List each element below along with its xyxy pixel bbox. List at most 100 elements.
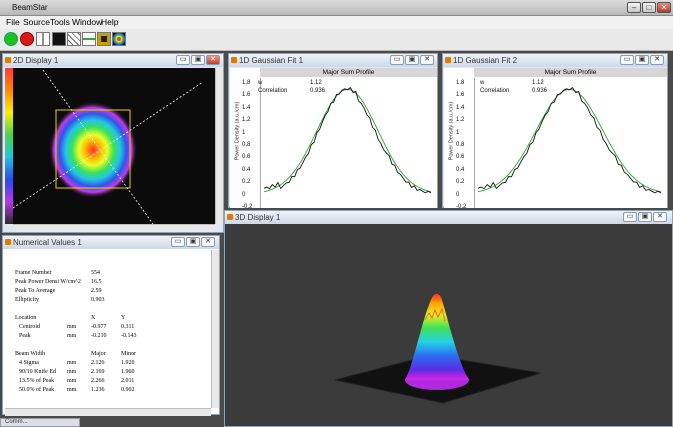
menu-source[interactable]: Source — [23, 17, 50, 27]
window-maximize-button[interactable]: ▣ — [638, 212, 652, 222]
sum-icon[interactable] — [82, 32, 96, 46]
table-row: Peak To Average 2.59 — [15, 288, 205, 297]
color-scale-bar — [5, 68, 13, 224]
cell-label: 50.0% of Peak — [19, 387, 55, 393]
gaussian-fit-curve — [477, 88, 662, 193]
window-titlebar[interactable]: 2D Display 1 ▭ ▣ ✕ — [3, 54, 223, 67]
vertical-scrollbar[interactable] — [211, 250, 219, 408]
window-minimize-button[interactable]: ▭ — [171, 237, 185, 247]
w-value: 1.12 — [310, 80, 322, 86]
minor-axis-line[interactable] — [13, 81, 204, 209]
window-maximize-button[interactable]: ▣ — [405, 55, 419, 65]
mdi-workspace: 2D Display 1 ▭ ▣ ✕ — [0, 51, 673, 427]
window-minimize-button[interactable]: ▭ — [623, 212, 637, 222]
menu-window[interactable]: Window — [72, 17, 103, 27]
table-row: Centroid mm -0.977 0.311 — [15, 324, 205, 333]
w-value: 1.12 — [532, 80, 544, 86]
black-square-icon[interactable] — [52, 32, 66, 46]
close-button[interactable]: ✕ — [657, 2, 671, 13]
cell-v1: 2.126 — [91, 360, 105, 366]
menu-help[interactable]: Help — [101, 17, 119, 27]
cell-unit: mm — [67, 360, 77, 366]
window-maximize-button[interactable]: ▣ — [191, 55, 205, 65]
cell-v1: -0.210 — [91, 333, 107, 339]
table-row: 90/10 Knife Ed mm 2.169 1.960 — [15, 369, 205, 378]
measured-profile-curve — [263, 86, 432, 194]
profile-plot: Major Sum Profile w 1.12 Correlation 0.9… — [230, 68, 437, 210]
cell-v1: 2.266 — [91, 378, 105, 384]
cell-label: Peak To Average — [15, 288, 56, 294]
cell-label: Frame Number — [15, 270, 52, 276]
menu-file[interactable]: File — [6, 17, 20, 27]
cell-unit: mm — [67, 369, 77, 375]
window-minimize-button[interactable]: ▭ — [390, 55, 404, 65]
window-close-button[interactable]: ✕ — [650, 55, 664, 65]
window-close-button[interactable]: ✕ — [653, 212, 667, 222]
beam-icon[interactable] — [112, 32, 126, 46]
y-tick-label: 1 — [456, 129, 460, 136]
horizontal-scrollbar[interactable] — [5, 408, 211, 416]
window-minimize-button[interactable]: ▭ — [620, 55, 634, 65]
window-titlebar[interactable]: 1D Gaussian Fit 1 ▭ ▣ ✕ — [229, 54, 437, 67]
green-dot-icon[interactable] — [4, 32, 18, 46]
y-tick-label: 1 — [242, 129, 246, 136]
window-close-button[interactable]: ✕ — [201, 237, 215, 247]
cell-v1: 554 — [91, 270, 100, 276]
maximize-button[interactable]: □ — [642, 2, 656, 13]
table-row: Peak mm -0.210 -0.143 — [15, 333, 205, 342]
window-title: 1D Gaussian Fit 2 — [453, 56, 518, 65]
window-close-button[interactable]: ✕ — [206, 55, 220, 65]
y-tick-label: 1.6 — [242, 92, 251, 99]
cell-v1: 1.236 — [91, 387, 105, 393]
cell-unit: mm — [67, 324, 77, 330]
correlation-label: Correlation — [258, 88, 288, 94]
app-title: BeamStar — [12, 3, 48, 12]
layout-icon[interactable] — [36, 32, 50, 46]
y-axis-label: Power Density (a.u./cm) — [234, 101, 241, 161]
window-maximize-button[interactable]: ▣ — [635, 55, 649, 65]
window-close-button[interactable]: ✕ — [420, 55, 434, 65]
cell-label: 13.5% of Peak — [19, 378, 55, 384]
menu-bar: File Source Tools Window Help — [0, 16, 673, 29]
y-tick-label: 1.4 — [456, 104, 465, 111]
correlation-value: 0.936 — [532, 88, 548, 94]
y-tick-label: 1.4 — [242, 104, 251, 111]
y-tick-label: 1.6 — [456, 92, 465, 99]
window-maximize-button[interactable]: ▣ — [186, 237, 200, 247]
frame-icon[interactable] — [97, 32, 111, 46]
cell-label: Peak Power Densi W/cm^2 — [15, 279, 81, 285]
minimize-button[interactable]: – — [627, 2, 641, 13]
roi-box[interactable] — [55, 109, 131, 189]
window-title: Numerical Values 1 — [13, 238, 82, 247]
y-tick-label: 1.2 — [456, 117, 465, 124]
toolbar — [0, 29, 673, 51]
window-titlebar[interactable]: 1D Gaussian Fit 2 ▭ ▣ ✕ — [443, 54, 667, 67]
vertical-scrollbar[interactable] — [215, 68, 223, 224]
window-2d-display: 2D Display 1 ▭ ▣ ✕ — [2, 53, 224, 233]
cell-label: Peak — [19, 333, 31, 339]
cell-unit: mm — [67, 378, 77, 384]
cell-v2: 1.960 — [121, 369, 135, 375]
window-gaussian-fit-2: 1D Gaussian Fit 2 ▭ ▣ ✕ Major Sum Profil… — [442, 53, 668, 210]
cell-v2: 0.902 — [121, 387, 135, 393]
window-icon — [231, 57, 237, 63]
cell-label: 4 Sigma — [19, 360, 39, 366]
cell-v1: 2.169 — [91, 369, 105, 375]
menu-tools[interactable]: Tools — [50, 17, 70, 27]
window-titlebar[interactable]: 3D Display 1 ▭ ▣ ✕ — [225, 211, 672, 224]
cell-unit: mm — [67, 387, 77, 393]
window-titlebar[interactable]: Numerical Values 1 ▭ ▣ ✕ — [3, 236, 219, 249]
minimized-window-tab[interactable]: Comm... — [0, 418, 80, 427]
major-axis-line[interactable] — [42, 69, 154, 224]
red-dot-icon[interactable] — [20, 32, 34, 46]
cell-label: Location — [15, 315, 37, 321]
crosshair-icon[interactable] — [67, 32, 81, 46]
numerical-table: Frame Number 554 Peak Power Densi W/cm^2 16… — [15, 270, 205, 396]
y-tick-label: 1.2 — [242, 117, 251, 124]
cell-c1: Major — [91, 351, 106, 357]
window-minimize-button[interactable]: ▭ — [176, 55, 190, 65]
horizontal-scrollbar[interactable] — [13, 224, 215, 232]
plot-header: Major Sum Profile — [474, 68, 667, 77]
measured-profile-curve — [477, 86, 662, 194]
cell-v1: 16.5 — [91, 279, 102, 285]
